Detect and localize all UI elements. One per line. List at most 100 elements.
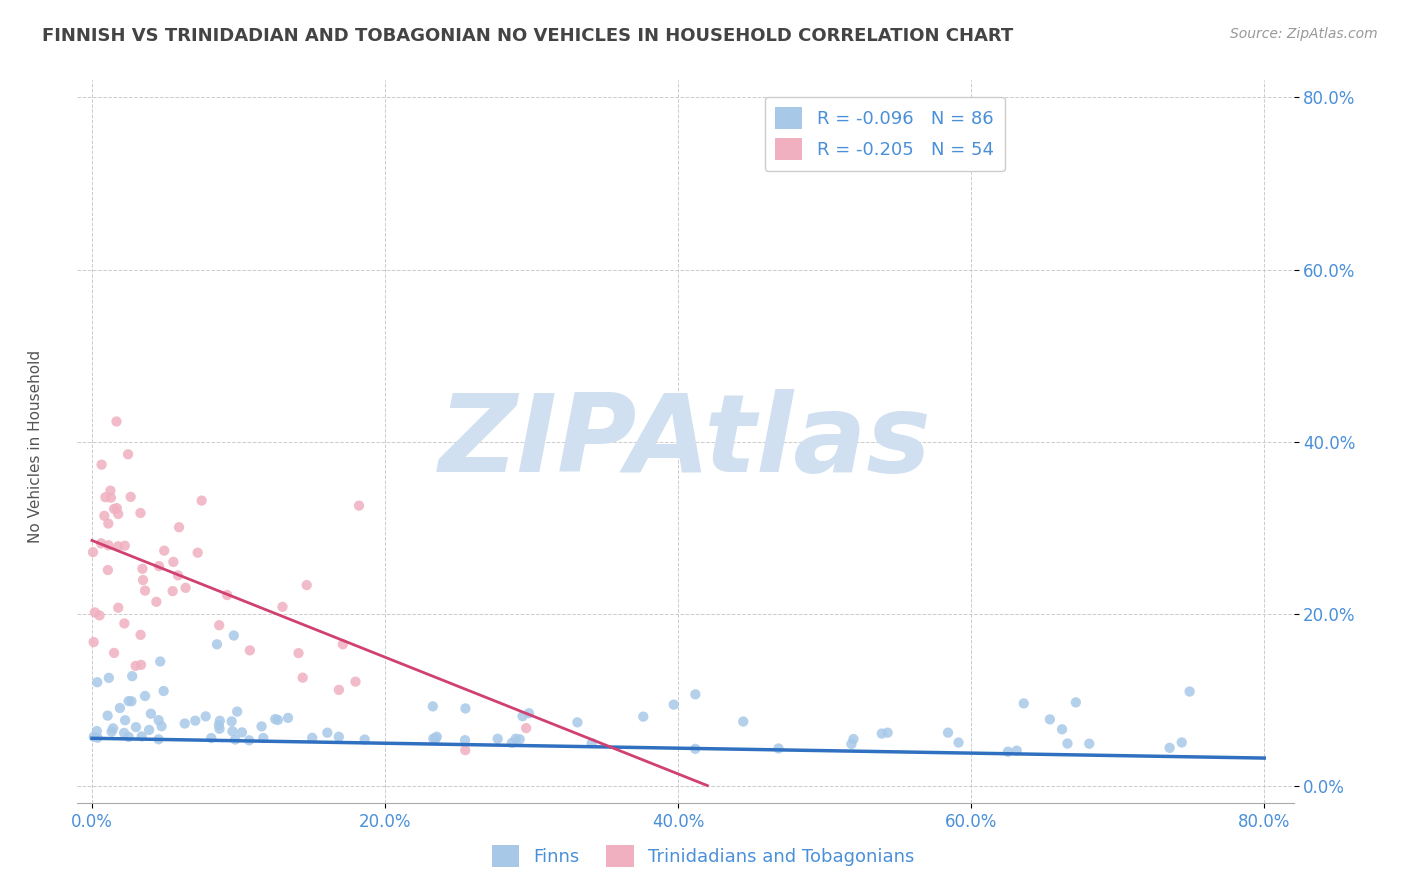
Point <box>1056 737 1078 751</box>
Point <box>208 714 231 728</box>
Point <box>94 490 117 504</box>
Point <box>344 674 367 689</box>
Point <box>295 578 318 592</box>
Point <box>842 732 865 747</box>
Point <box>426 730 449 744</box>
Point <box>517 706 540 721</box>
Point <box>208 618 231 632</box>
Point <box>422 731 444 746</box>
Point <box>162 584 184 599</box>
Point <box>86 675 108 690</box>
Point <box>633 709 655 723</box>
Point <box>129 628 152 642</box>
Point <box>190 493 212 508</box>
Point <box>205 637 228 651</box>
Point <box>512 709 534 723</box>
Point <box>83 730 105 744</box>
Point <box>454 733 477 747</box>
Point <box>107 507 129 521</box>
Point <box>150 719 173 733</box>
Point <box>208 722 231 736</box>
Point <box>1064 695 1087 709</box>
Point <box>1012 697 1035 711</box>
Point <box>148 559 170 574</box>
Point <box>948 735 970 749</box>
Point <box>97 708 120 723</box>
Point <box>486 731 509 746</box>
Point <box>107 600 129 615</box>
Point <box>86 724 108 739</box>
Point <box>1005 744 1028 758</box>
Point <box>100 483 122 498</box>
Point <box>252 731 274 745</box>
Point <box>231 725 253 739</box>
Point <box>97 563 120 577</box>
Point <box>114 713 136 727</box>
Point <box>145 595 167 609</box>
Point <box>100 491 122 505</box>
Point <box>131 562 153 576</box>
Point <box>353 732 375 747</box>
Point <box>876 725 898 739</box>
Point <box>82 545 104 559</box>
Point <box>200 731 222 745</box>
Point <box>567 715 589 730</box>
Point <box>1039 712 1062 726</box>
Point <box>221 714 243 729</box>
Point <box>101 721 124 735</box>
Point <box>153 543 176 558</box>
Point <box>129 506 152 520</box>
Legend: Finns, Trinidadians and Tobagonians: Finns, Trinidadians and Tobagonians <box>485 838 921 874</box>
Point <box>134 583 156 598</box>
Point <box>125 720 148 734</box>
Point <box>173 716 195 731</box>
Point <box>221 724 243 739</box>
Point <box>131 730 153 744</box>
Point <box>224 732 246 747</box>
Point <box>1178 684 1201 698</box>
Point <box>870 726 893 740</box>
Point <box>121 669 143 683</box>
Point <box>100 724 122 739</box>
Point <box>97 671 120 685</box>
Point <box>83 635 105 649</box>
Point <box>301 731 323 745</box>
Legend: R = -0.096   N = 86, R = -0.205   N = 54: R = -0.096 N = 86, R = -0.205 N = 54 <box>765 96 1005 171</box>
Point <box>93 508 115 523</box>
Text: No Vehicles in Household: No Vehicles in Household <box>28 350 42 542</box>
Point <box>1078 737 1101 751</box>
Point <box>86 731 108 745</box>
Point <box>194 709 217 723</box>
Point <box>936 725 959 739</box>
Point <box>685 742 707 756</box>
Point <box>267 713 290 727</box>
Point <box>271 599 294 614</box>
Point <box>120 694 142 708</box>
Point <box>112 726 135 740</box>
Text: FINNISH VS TRINIDADIAN AND TOBAGONIAN NO VEHICLES IN HOUSEHOLD CORRELATION CHART: FINNISH VS TRINIDADIAN AND TOBAGONIAN NO… <box>42 27 1014 45</box>
Point <box>132 573 155 587</box>
Point <box>103 502 125 516</box>
Point <box>118 730 141 744</box>
Point <box>134 689 156 703</box>
Point <box>103 646 125 660</box>
Point <box>733 714 755 729</box>
Point <box>108 701 131 715</box>
Point <box>264 712 287 726</box>
Point <box>1050 723 1073 737</box>
Point <box>152 684 174 698</box>
Point <box>97 516 120 531</box>
Point <box>425 731 447 746</box>
Point <box>187 546 209 560</box>
Point <box>841 737 863 751</box>
Point <box>238 733 260 747</box>
Point <box>768 741 790 756</box>
Text: ZIPAtlas: ZIPAtlas <box>439 389 932 494</box>
Point <box>174 581 197 595</box>
Point <box>117 447 139 461</box>
Point <box>107 539 129 553</box>
Point <box>505 731 527 746</box>
Point <box>120 490 142 504</box>
Point <box>139 706 162 721</box>
Point <box>515 721 537 735</box>
